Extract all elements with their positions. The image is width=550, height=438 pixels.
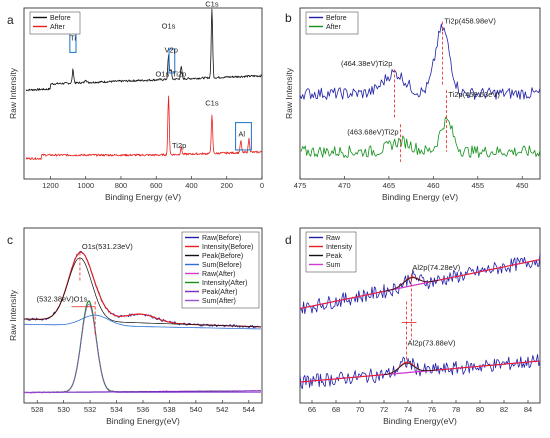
peak-label: O1s(531.23eV) — [82, 242, 133, 251]
peak-label: (463.68eV)Ti2p — [347, 128, 398, 137]
x-tick-label-a: 200 — [220, 181, 233, 190]
x-axis-label-c: Binding Energy(eV) — [106, 416, 180, 426]
legend-entry-c: Intensity(After) — [202, 280, 248, 287]
legend-entry-c: Raw(Before) — [202, 235, 241, 242]
x-tick-label-a: 1000 — [77, 181, 94, 190]
plot-frame-b — [299, 7, 541, 180]
legend-entry-c: Peak(Before) — [202, 253, 243, 260]
x-tick-label-c: 542 — [216, 405, 229, 414]
peak-label: Ti2p(458.98eV) — [444, 16, 496, 25]
x-tick-label-a: 400 — [185, 181, 198, 190]
x-axis-label-b: Binding Energy (eV) — [382, 192, 458, 202]
legend-entry-a: Before — [50, 15, 71, 22]
x-tick-label-c: 540 — [190, 405, 203, 414]
peak-highlight-box — [168, 48, 176, 74]
legend-entry-c: Raw(After) — [202, 271, 235, 278]
x-tick-label-b: 470 — [338, 181, 351, 190]
series-line-sum-before — [23, 314, 261, 330]
x-tick-label-c: 536 — [137, 405, 150, 414]
peak-label: Ti2p(458.53eV) — [448, 90, 500, 99]
panel-letter-a: a — [7, 13, 14, 27]
x-tick-label-d: 72 — [380, 405, 388, 414]
series-line-raw-lower — [299, 354, 541, 390]
x-tick-label-b: 460 — [427, 181, 440, 190]
peak-label: Al2p(74.28eV) — [412, 263, 460, 272]
peak-label: (532.38eV)O1s — [37, 295, 88, 304]
peak-label: V2p — [165, 45, 178, 54]
x-tick-label-a: 800 — [115, 181, 128, 190]
x-axis-label-a: Binding Energy (eV) — [105, 192, 181, 202]
x-tick-label-d: 84 — [524, 405, 532, 414]
x-tick-label-a: 1200 — [42, 181, 59, 190]
peak-label: Al — [238, 129, 245, 138]
peak-label: Ti2p — [172, 141, 186, 150]
x-tick-label-b: 465 — [383, 181, 396, 190]
peak-label: Ti2p — [172, 69, 186, 78]
x-tick-label-d: 68 — [332, 405, 340, 414]
peak-label: Ti — [70, 33, 76, 42]
x-tick-label-a: 0 — [260, 181, 264, 190]
x-tick-label-a: 600 — [150, 181, 163, 190]
series-line-after — [25, 95, 262, 160]
peak-highlight-box — [235, 122, 252, 151]
x-tick-label-d: 80 — [476, 405, 484, 414]
panel-letter-b: b — [285, 11, 292, 25]
x-tick-label-d: 66 — [308, 405, 316, 414]
legend-box-c — [181, 231, 260, 309]
series-line-peak-before — [24, 257, 261, 328]
legend-entry-b: Before — [326, 15, 347, 22]
x-tick-label-d: 74 — [404, 405, 412, 414]
x-tick-label-c: 534 — [110, 405, 123, 414]
x-tick-label-b: 475 — [294, 181, 307, 190]
x-tick-label-c: 528 — [31, 405, 44, 414]
legend-box-d — [305, 231, 357, 273]
x-tick-label-d: 82 — [500, 405, 508, 414]
series-line-before — [25, 8, 262, 92]
y-axis-label-b: Raw Intensity — [284, 67, 294, 119]
series-line-peak-lower — [383, 362, 439, 375]
x-axis-label-d: Binding Energy(eV) — [383, 416, 457, 426]
legend-entry-d: Intensity — [326, 244, 353, 251]
legend-entry-b: After — [326, 24, 341, 31]
peak-label: Al2p(73.88eV) — [408, 338, 456, 347]
legend-entry-d: Raw — [326, 235, 341, 242]
legend-entry-a: After — [50, 24, 65, 31]
legend-entry-d: Sum — [326, 262, 341, 269]
series-line-intensity-upper — [299, 259, 541, 309]
legend-entry-c: Intensity(Before) — [202, 244, 253, 251]
x-tick-label-c: 544 — [243, 405, 256, 414]
plot-frame-d — [299, 227, 541, 404]
peak-label: C1s — [205, 0, 219, 8]
legend-entry-c: Peak(After) — [202, 289, 237, 296]
x-tick-label-c: 532 — [84, 405, 97, 414]
series-line-peak-upper — [383, 277, 439, 292]
legend-entry-d: Peak — [326, 253, 342, 260]
peak-label: O1s — [156, 69, 170, 78]
x-tick-label-c: 538 — [163, 405, 176, 414]
x-tick-label-c: 530 — [57, 405, 70, 414]
legend-entry-c: Sum(Before) — [202, 262, 242, 269]
series-line-sum-after — [24, 303, 261, 393]
y-axis-label-c: Raw Intensity — [8, 289, 18, 341]
panel-letter-c: c — [7, 233, 13, 247]
x-tick-label-b: 455 — [472, 181, 485, 190]
peak-label: (464.38eV)Ti2p — [341, 59, 392, 68]
x-tick-label-d: 76 — [428, 405, 436, 414]
plot-frame-a — [23, 7, 263, 180]
panel-letter-d: d — [285, 233, 292, 247]
legend-entry-c: Sum(After) — [202, 298, 236, 305]
y-axis-label-a: Raw Intensity — [8, 67, 18, 119]
x-tick-label-d: 78 — [452, 405, 460, 414]
peak-label: C1s — [205, 98, 219, 107]
series-line-before — [299, 23, 541, 100]
x-tick-label-d: 70 — [356, 405, 364, 414]
peak-label: O1s — [162, 22, 176, 31]
x-tick-label-b: 450 — [516, 181, 529, 190]
series-line-after — [299, 116, 541, 159]
